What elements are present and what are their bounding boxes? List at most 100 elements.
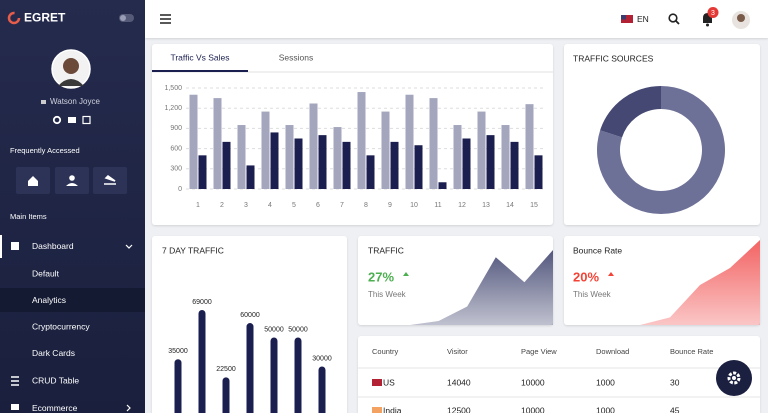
trend-arrow xyxy=(608,272,614,276)
y-tick-label: 1,500 xyxy=(164,85,182,92)
x-tick-label: 5 xyxy=(292,202,296,209)
bar xyxy=(246,165,255,189)
kpi-note: This Week xyxy=(368,290,407,299)
x-tick-label: 12 xyxy=(458,202,466,209)
language[interactable]: EN xyxy=(637,14,649,24)
avatar-face xyxy=(63,58,79,74)
x-tick-label: 7 xyxy=(340,202,344,209)
bar xyxy=(333,127,342,189)
user-icon xyxy=(69,175,75,181)
x-tick-label: 11 xyxy=(434,202,441,209)
bar xyxy=(318,135,327,189)
x-tick-label: 1 xyxy=(196,202,200,209)
submenu-item[interactable]: Analytics xyxy=(32,295,66,305)
bar xyxy=(294,138,303,189)
y-tick-label: 0 xyxy=(178,186,182,193)
section-label: Main Items xyxy=(10,212,47,221)
flag-us xyxy=(621,15,633,23)
area xyxy=(640,240,760,325)
submenu-item[interactable]: Dark Cards xyxy=(32,348,75,358)
table-cell: 1000 xyxy=(596,405,615,413)
x-tick-label: 4 xyxy=(268,202,272,209)
column-header: Visitor xyxy=(447,347,468,356)
y-tick-label: 600 xyxy=(170,145,182,152)
sidebar: EGRET Watson Joyce Frequently Accessed M… xyxy=(0,0,145,413)
tab[interactable]: Traffic Vs Sales xyxy=(170,52,229,62)
kpi-note: This Week xyxy=(573,290,612,299)
bar xyxy=(366,155,375,189)
area xyxy=(410,250,553,325)
charts: Traffic Vs Sales Sessions 0 300 600 900 1,200 1… xyxy=(162,52,760,413)
logo-icon xyxy=(7,11,21,25)
column-header: Page View xyxy=(521,347,557,356)
bar xyxy=(501,125,510,189)
active-indicator xyxy=(0,235,2,258)
notification-badge xyxy=(707,7,719,18)
menu-button[interactable] xyxy=(160,14,171,24)
bar xyxy=(477,111,486,189)
bar xyxy=(294,337,302,413)
bar xyxy=(525,104,534,189)
menu-item[interactable]: Ecommerce xyxy=(32,403,78,413)
bar xyxy=(198,310,206,413)
menu-item[interactable]: CRUD Table xyxy=(32,375,79,385)
mail-icon[interactable] xyxy=(68,117,76,123)
card-title: TRAFFIC xyxy=(368,245,404,255)
kpi-value: 20% xyxy=(573,269,599,284)
pie-slice xyxy=(597,86,726,214)
fab-gear xyxy=(727,371,741,385)
user-name: Watson Joyce xyxy=(50,97,100,106)
user-icon-body xyxy=(66,183,78,186)
section-label: Frequently Accessed xyxy=(10,146,80,155)
y-tick-label: 1,200 xyxy=(164,105,182,112)
lock-icon xyxy=(41,100,46,104)
topbar: EN 3 xyxy=(145,0,768,38)
bar xyxy=(213,98,222,189)
column-header: Country xyxy=(372,347,399,356)
column-header: Bounce Rate xyxy=(670,347,713,356)
bar xyxy=(237,125,246,189)
bar xyxy=(429,98,438,189)
submenu-item[interactable]: Default xyxy=(32,268,60,278)
submenu-item[interactable]: Cryptocurrency xyxy=(32,321,90,331)
settings-icon[interactable] xyxy=(52,115,62,125)
bar xyxy=(390,141,399,189)
chevron xyxy=(126,404,131,412)
bar xyxy=(453,125,462,189)
x-tick-label: 14 xyxy=(506,202,514,209)
table-cell: 10000 xyxy=(521,377,545,387)
card-title: TRAFFIC SOURCES xyxy=(573,53,654,63)
card-title: 7 DAY TRAFFIC xyxy=(162,245,224,255)
logout-icon[interactable] xyxy=(82,115,91,125)
search-button[interactable] xyxy=(668,13,678,23)
bar xyxy=(174,359,182,413)
table-cell: US xyxy=(383,377,395,387)
table-cell: 14040 xyxy=(447,377,471,387)
bar xyxy=(438,182,447,189)
chevron xyxy=(125,244,133,249)
x-tick-label: 2 xyxy=(220,202,224,209)
bar xyxy=(198,155,207,189)
x-tick-label: 13 xyxy=(482,202,490,209)
x-tick-label: 15 xyxy=(530,202,538,209)
bar xyxy=(342,141,351,189)
bar xyxy=(270,337,278,413)
country-flag xyxy=(372,379,382,386)
bar xyxy=(261,111,270,189)
data-label: 35000 xyxy=(168,348,188,355)
bar xyxy=(246,323,254,413)
table-cell: 45 xyxy=(670,405,680,413)
bar xyxy=(189,94,198,189)
topbar-bg xyxy=(145,0,768,38)
x-tick-label: 6 xyxy=(316,202,320,209)
y-tick-label: 300 xyxy=(170,166,182,173)
tab[interactable]: Sessions xyxy=(279,52,314,62)
menu-item[interactable]: Dashboard xyxy=(32,241,74,251)
table-cell: 12500 xyxy=(447,405,471,413)
quick-flight[interactable] xyxy=(93,167,127,194)
card-title: Bounce Rate xyxy=(573,245,622,255)
bell-clapper xyxy=(706,23,709,27)
avatar-face xyxy=(737,14,745,22)
avatar-body xyxy=(58,79,84,86)
data-label: 60000 xyxy=(240,312,260,319)
